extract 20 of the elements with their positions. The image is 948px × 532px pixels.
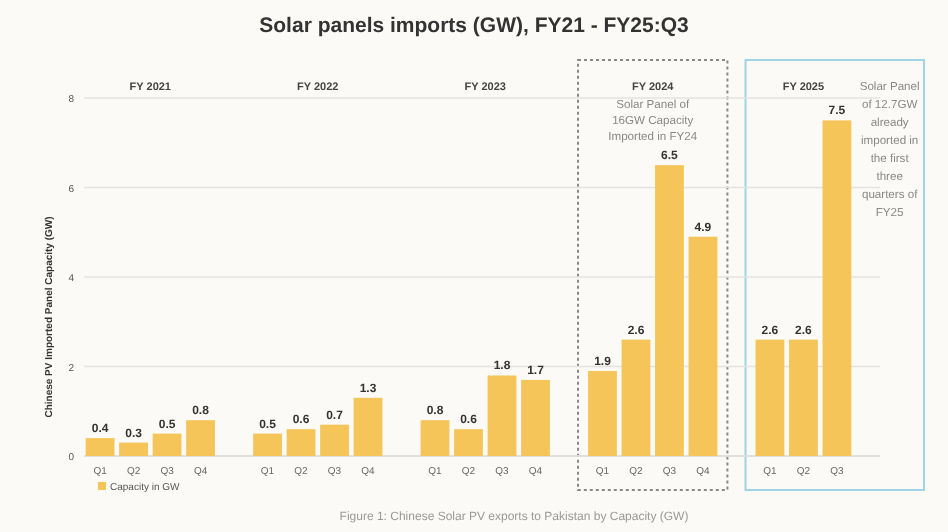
bar — [521, 379, 550, 456]
bar — [454, 429, 483, 456]
bar — [353, 397, 383, 456]
bar — [588, 370, 617, 456]
bar — [655, 165, 684, 456]
bar — [320, 424, 349, 456]
bar — [420, 420, 450, 456]
bar — [621, 339, 651, 456]
chart-title: Solar panels imports (GW), FY21 - FY25:Q3 — [259, 14, 690, 38]
bar — [755, 339, 785, 456]
bar — [822, 120, 852, 456]
bar — [186, 420, 215, 456]
bar — [789, 339, 818, 456]
bar — [85, 438, 115, 456]
bar — [688, 236, 718, 456]
bar — [152, 433, 182, 456]
bar — [253, 433, 282, 456]
bar — [487, 375, 517, 456]
bar — [119, 442, 148, 456]
bar — [286, 429, 316, 456]
